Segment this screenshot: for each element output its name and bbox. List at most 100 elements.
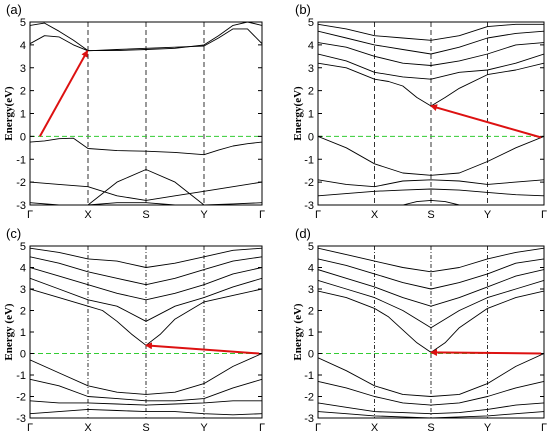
band-line [30, 22, 262, 52]
y-tick-label: 4 [308, 40, 314, 52]
bands-group [30, 247, 262, 416]
band-line [30, 256, 262, 286]
y-tick-label: 3 [20, 63, 26, 75]
panel-label: (c) [6, 226, 21, 241]
y-tick-label: 3 [20, 284, 26, 296]
panel-a: -3 -2 -1 0 1 2 3 4 5 Γ X S Y Γ Energy(eV) (a) [3, 2, 265, 221]
y-tick-label: -1 [304, 154, 314, 166]
band-line [318, 258, 544, 290]
y-tick-label: -2 [16, 177, 26, 189]
band-line [318, 135, 544, 176]
bands-group [318, 247, 544, 418]
y-tick-label: 5 [308, 17, 314, 29]
band-line [318, 411, 544, 418]
y-tick-label: 4 [308, 263, 314, 275]
band-line [318, 62, 544, 107]
x-tick-label: S [142, 422, 149, 434]
y-tick-label: -3 [304, 200, 314, 212]
bands-group [30, 22, 262, 205]
y-tick-label: -3 [16, 413, 26, 425]
band-line [318, 269, 544, 307]
x-tick-label: X [84, 209, 92, 221]
band-line [318, 402, 544, 415]
x-tick-label: Γ [541, 209, 547, 221]
band-line [30, 137, 262, 156]
x-tick-label: Y [484, 209, 492, 221]
band-gap-arrow [430, 348, 542, 356]
y-tick-label: 2 [20, 306, 26, 318]
panel-b: -3 -2 -1 0 1 2 3 4 5 Γ X S Y Γ Energy(eV) (b) [292, 2, 547, 221]
y-tick-label: 5 [20, 17, 26, 29]
y-axis-label: Energy(eV) [3, 86, 15, 141]
band-line [318, 279, 544, 329]
y-axis-label: Energy (eV) [292, 303, 304, 360]
y-tick-label: 3 [308, 63, 314, 75]
x-tick-label: Γ [27, 209, 33, 221]
band-line [318, 290, 544, 353]
y-tick-label: 1 [20, 109, 26, 121]
x-tick-label: Y [484, 422, 492, 434]
x-tick-label: S [427, 209, 434, 221]
band-line [30, 277, 262, 322]
x-tick-label: Γ [259, 422, 265, 434]
band-line [30, 202, 262, 205]
band-line [30, 288, 262, 346]
band-line [30, 378, 262, 402]
bands-group [318, 23, 544, 205]
band-line [318, 23, 544, 41]
panel-label: (a) [6, 2, 22, 17]
band-line [30, 28, 262, 52]
band-line [30, 181, 262, 201]
y-tick-label: 2 [20, 86, 26, 98]
y-tick-label: -2 [304, 177, 314, 189]
band-line [318, 30, 544, 55]
y-tick-label: 0 [20, 131, 26, 143]
x-tick-label: Γ [27, 422, 33, 434]
y-tick-label: 1 [308, 109, 314, 121]
y-tick-label: 2 [308, 306, 314, 318]
band-line [318, 353, 544, 397]
panel-label: (b) [295, 2, 311, 17]
x-tick-label: Γ [541, 422, 547, 434]
band-line [87, 169, 205, 205]
y-tick-label: -3 [16, 200, 26, 212]
y-tick-label: 0 [308, 349, 314, 361]
band-line [30, 408, 262, 416]
band-line [30, 353, 262, 395]
band-line [402, 199, 460, 205]
x-tick-label: Γ [315, 422, 321, 434]
band-gap-arrow [430, 104, 542, 139]
band-line [318, 247, 544, 273]
y-tick-label: -2 [16, 392, 26, 404]
band-line [30, 247, 262, 268]
band-line [318, 42, 544, 66]
band-line [30, 267, 262, 301]
x-tick-label: S [427, 422, 434, 434]
panel-label: (d) [295, 226, 311, 241]
y-tick-label: 0 [20, 349, 26, 361]
x-tick-label: X [371, 209, 379, 221]
x-tick-label: S [142, 209, 149, 221]
band-line [318, 53, 544, 80]
band-line [318, 188, 544, 197]
y-tick-label: 2 [308, 86, 314, 98]
y-axis-label: Energy (eV) [3, 303, 15, 360]
band-line [318, 380, 544, 406]
y-tick-label: 4 [20, 263, 26, 275]
y-tick-label: -2 [304, 392, 314, 404]
panel-c: -3 -2 -1 0 1 2 3 4 5 Γ X S Y Γ Energy (eV) (c) [3, 226, 265, 434]
band-gap-arrow [145, 342, 260, 355]
panel-d: -3 -2 -1 0 1 2 3 4 5 Γ X S Y Γ Energy (eV) (d) [292, 226, 547, 434]
x-tick-label: Y [200, 422, 208, 434]
y-tick-label: -1 [304, 370, 314, 382]
y-tick-label: -1 [16, 154, 26, 166]
y-tick-label: 0 [308, 131, 314, 143]
y-tick-label: 3 [308, 284, 314, 296]
y-tick-label: 4 [20, 40, 26, 52]
band-gap-arrow [38, 49, 89, 137]
x-tick-label: Y [200, 209, 208, 221]
y-tick-label: 1 [20, 327, 26, 339]
band-line [30, 400, 262, 406]
x-tick-label: X [84, 422, 92, 434]
